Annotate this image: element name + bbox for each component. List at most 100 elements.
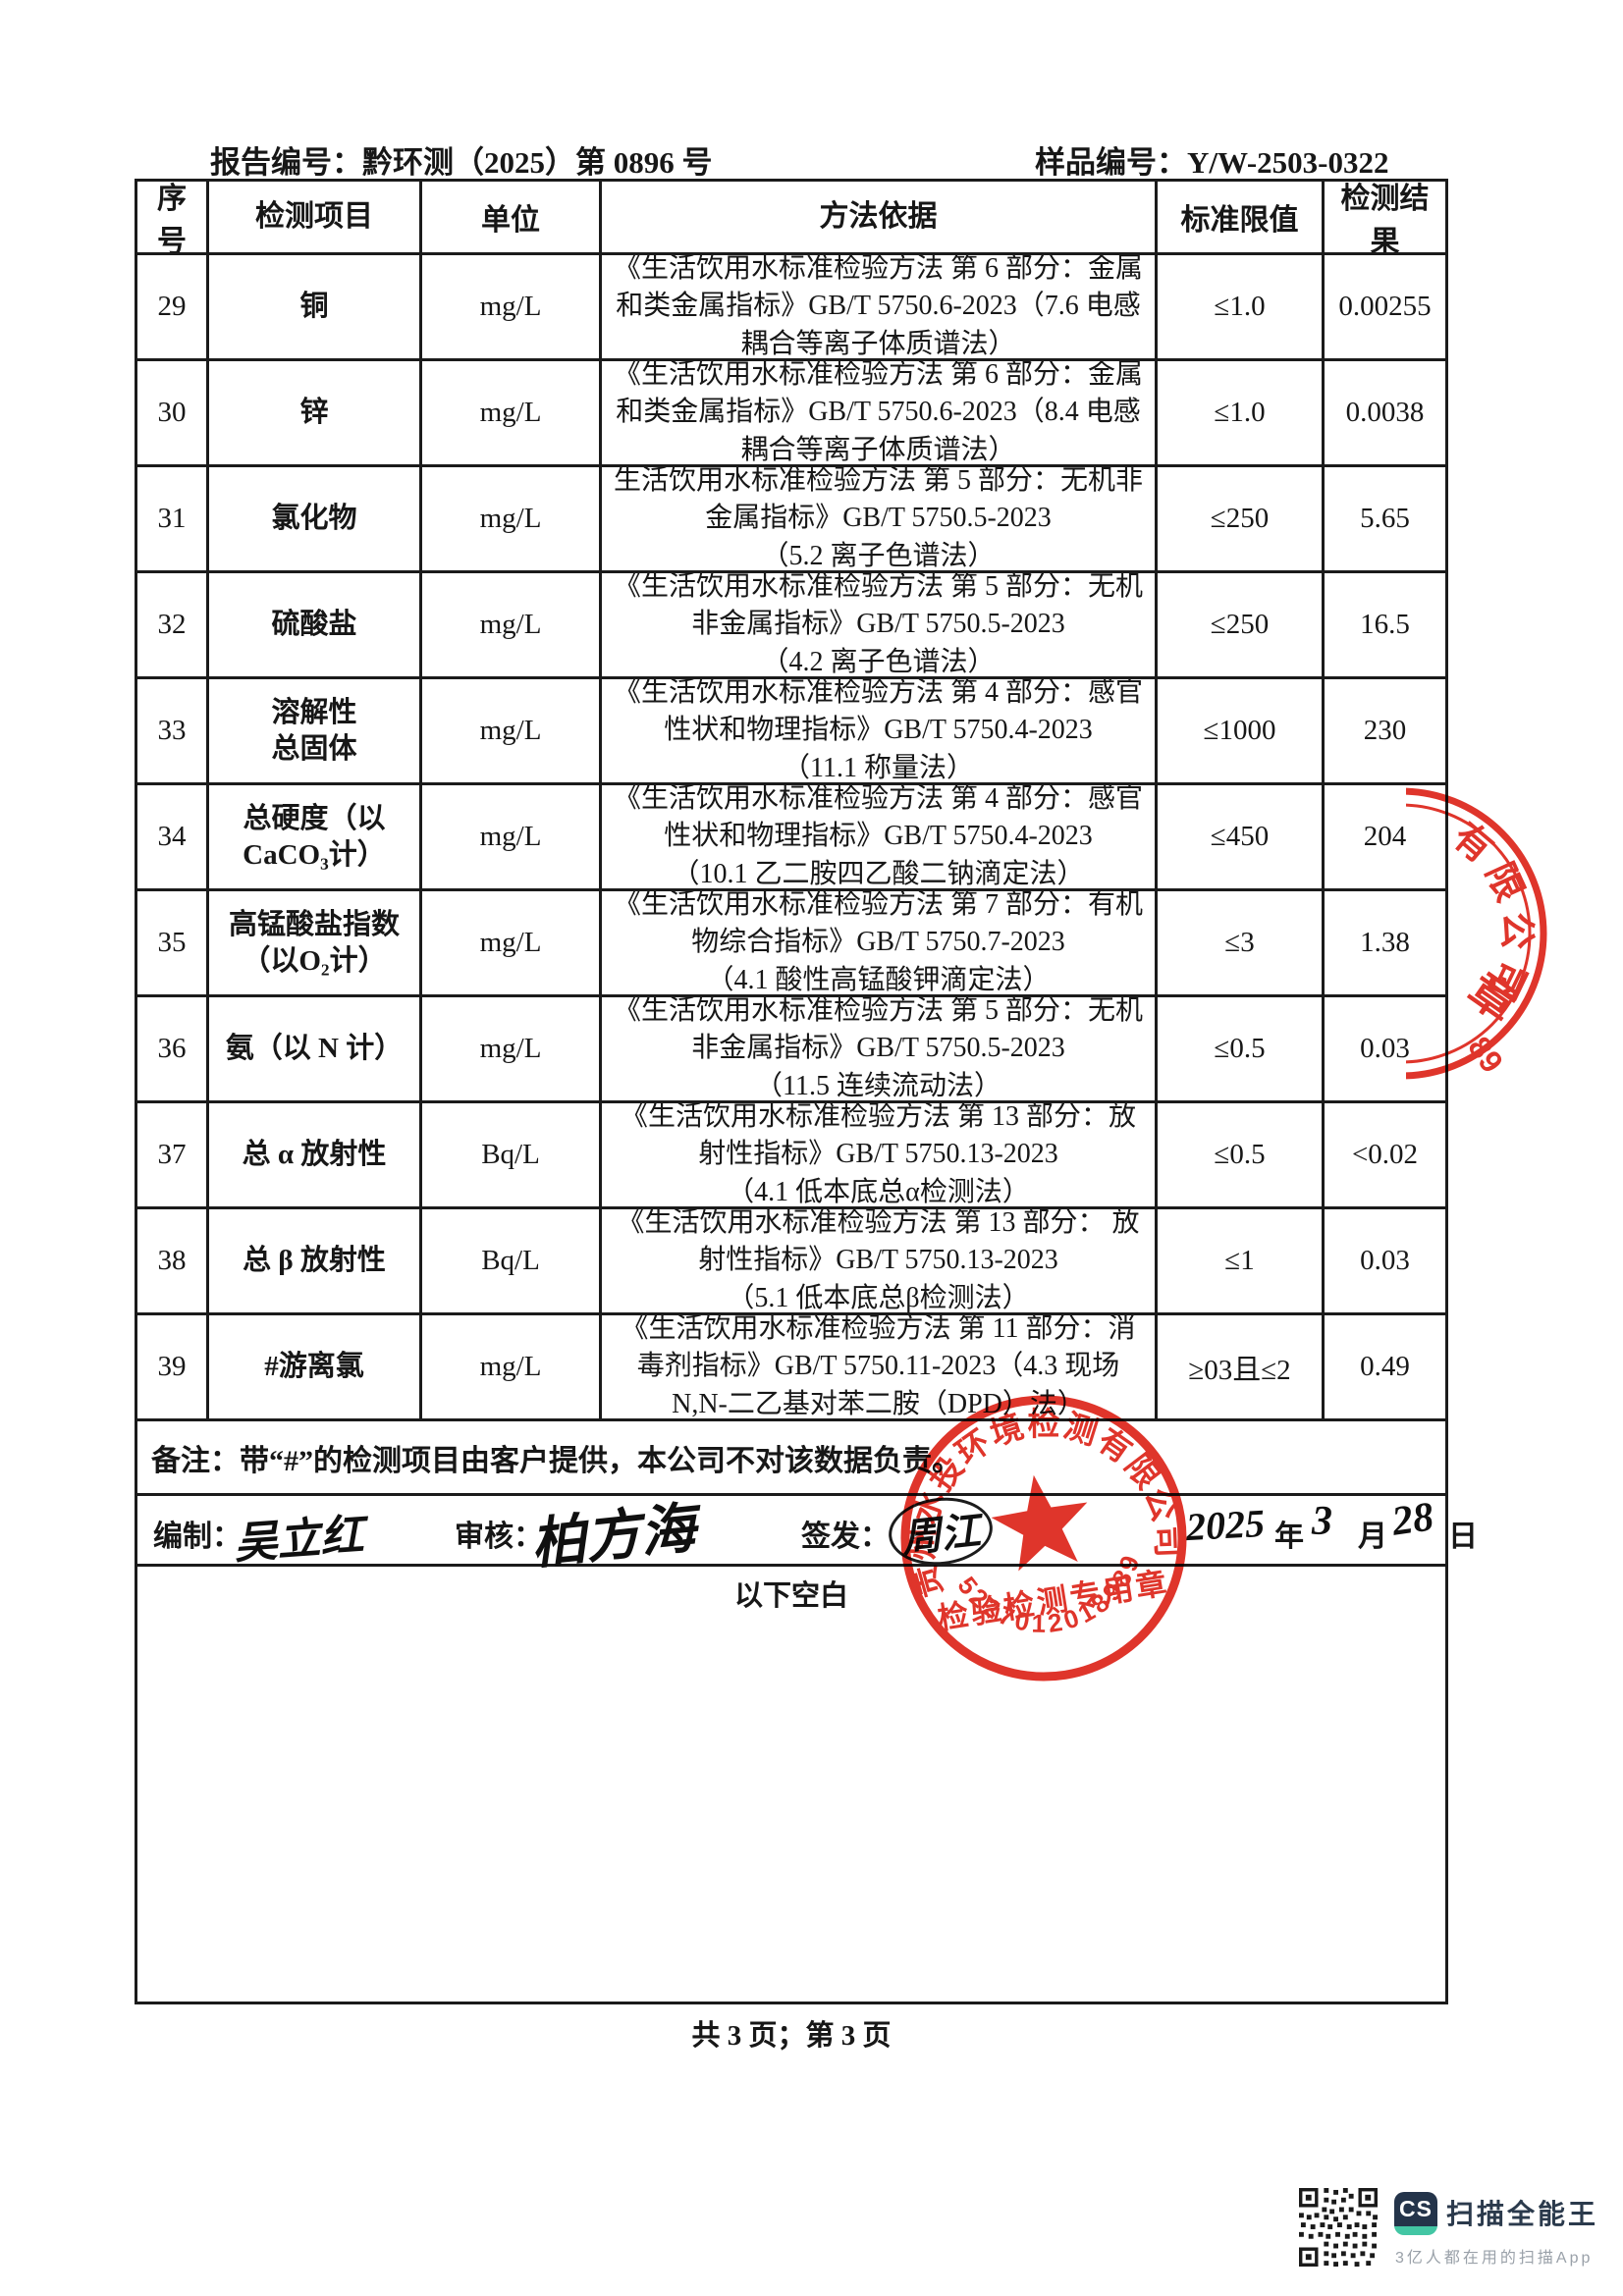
cell-limit: ≤450 bbox=[1158, 785, 1325, 888]
remark-row: 备注：带“#”的检测项目由客户提供，本公司不对该数据负责。 bbox=[137, 1421, 1445, 1496]
cell-no: 35 bbox=[137, 891, 209, 994]
cell-item: 总硬度（以 CaCO₃计） bbox=[209, 785, 422, 888]
cell-no: 36 bbox=[137, 997, 209, 1100]
cell-no: 37 bbox=[137, 1103, 209, 1206]
table-row: 31 氯化物 mg/L 生活饮用水标准检验方法 第 5 部分：无机非金属指标》G… bbox=[137, 467, 1445, 573]
cell-item: 硫酸盐 bbox=[209, 573, 422, 676]
cell-no: 39 bbox=[137, 1315, 209, 1418]
cell-item: 溶解性 总固体 bbox=[209, 679, 422, 782]
cell-unit: mg/L bbox=[422, 891, 602, 994]
cell-limit: ≤1.0 bbox=[1158, 255, 1325, 358]
table-row: 36 氨（以 N 计） mg/L 《生活饮用水标准检验方法 第 5 部分：无机非… bbox=[137, 997, 1445, 1103]
cell-method: 《生活饮用水标准检验方法 第 5 部分：无机非金属指标》GB/T 5750.5-… bbox=[602, 573, 1158, 676]
cell-result: 0.03 bbox=[1360, 1033, 1410, 1064]
date-month-label: 月 bbox=[1358, 1521, 1387, 1553]
cell-result: 0.49 bbox=[1360, 1351, 1410, 1382]
cell-result: 16.5 bbox=[1360, 609, 1410, 640]
cell-item: 氯化物 bbox=[209, 467, 422, 570]
cell-method: 《生活饮用水标准检验方法 第 13 部分： 放射性指标》GB/T 5750.13… bbox=[602, 1209, 1158, 1312]
cell-result: 5.65 bbox=[1360, 503, 1410, 534]
issued-signature: 周江 bbox=[885, 1492, 997, 1571]
cell-item: 总 β 放射性 bbox=[209, 1209, 422, 1312]
cell-method: 《生活饮用水标准检验方法 第 5 部分：无机非金属指标》GB/T 5750.5-… bbox=[602, 997, 1158, 1100]
svg-text:有限公司: 有限公司 bbox=[1445, 816, 1538, 1013]
issued-label: 签发： bbox=[801, 1521, 890, 1553]
partial-stamp-char: 章 bbox=[1459, 964, 1525, 1031]
date-month-hand: 3 bbox=[1312, 1499, 1332, 1544]
col-header-item: 检测项目 bbox=[209, 182, 422, 252]
col-header-limit: 标准限值 bbox=[1158, 182, 1325, 252]
cell-unit: mg/L bbox=[422, 573, 602, 676]
cell-unit: mg/L bbox=[422, 255, 602, 358]
date-day-hand: 28 bbox=[1389, 1494, 1436, 1545]
camscanner-logo-icon: CS bbox=[1394, 2192, 1437, 2235]
blank-area: 以下空白 bbox=[137, 1567, 1445, 2002]
reviewed-signature: 柏方海 bbox=[527, 1498, 699, 1576]
partial-stamp-num: 89 bbox=[1461, 1030, 1510, 1079]
cell-result: 0.03 bbox=[1360, 1245, 1410, 1276]
col-header-unit: 单位 bbox=[422, 182, 602, 252]
table-row: 32 硫酸盐 mg/L 《生活饮用水标准检验方法 第 5 部分：无机非金属指标》… bbox=[137, 573, 1445, 679]
cell-limit: ≤1000 bbox=[1158, 679, 1325, 782]
date-day-label: 日 bbox=[1448, 1521, 1478, 1553]
cell-no: 29 bbox=[137, 255, 209, 358]
cell-limit: ≤0.5 bbox=[1158, 997, 1325, 1100]
table-row: 38 总 β 放射性 Bq/L 《生活饮用水标准检验方法 第 13 部分： 放射… bbox=[137, 1209, 1445, 1315]
table-row: 39 #游离氯 mg/L 《生活饮用水标准检验方法 第 11 部分：消毒剂指标》… bbox=[137, 1315, 1445, 1421]
table-row: 29 铜 mg/L 《生活饮用水标准检验方法 第 6 部分：金属和类金属指标》G… bbox=[137, 255, 1445, 361]
cell-item: 高锰酸盐指数 （以O₂计） bbox=[209, 891, 422, 994]
prepared-signature: 吴立红 bbox=[232, 1511, 365, 1569]
qr-code-icon bbox=[1299, 2188, 1378, 2267]
partial-stamp-arc-text: 有限公司 bbox=[1445, 816, 1530, 1013]
cell-unit: mg/L bbox=[422, 679, 602, 782]
cell-method: 《生活饮用水标准检验方法 第 7 部分：有机物综合指标》GB/T 5750.7-… bbox=[602, 891, 1158, 994]
results-table: 序号 检测项目 单位 方法依据 标准限值 检测结果 29 铜 mg/L 《生活饮… bbox=[135, 179, 1478, 2004]
prepared-label: 编制： bbox=[153, 1521, 242, 1553]
cell-result: 230 bbox=[1363, 715, 1407, 746]
cell-method: 《生活饮用水标准检验方法 第 4 部分：感官性状和物理指标》GB/T 5750.… bbox=[602, 785, 1158, 888]
cell-no: 32 bbox=[137, 573, 209, 676]
cell-method: 《生活饮用水标准检验方法 第 4 部分：感官性状和物理指标》GB/T 5750.… bbox=[602, 679, 1158, 782]
cell-unit: mg/L bbox=[422, 467, 602, 570]
camscanner-logo-text: CS bbox=[1399, 2196, 1433, 2221]
table-row: 30 锌 mg/L 《生活饮用水标准检验方法 第 6 部分：金属和类金属指标》G… bbox=[137, 361, 1445, 467]
cell-unit: mg/L bbox=[422, 785, 602, 888]
blank-note: 以下空白 bbox=[733, 1580, 848, 1612]
table-row: 33 溶解性 总固体 mg/L 《生活饮用水标准检验方法 第 4 部分：感官性状… bbox=[137, 679, 1445, 785]
cell-item: #游离氯 bbox=[209, 1315, 422, 1418]
date-year-hand: 2025 bbox=[1184, 1500, 1267, 1550]
cell-item: 锌 bbox=[209, 361, 422, 464]
cell-unit: mg/L bbox=[422, 997, 602, 1100]
cell-result: <0.02 bbox=[1351, 1139, 1419, 1170]
table-header-row: 序号 检测项目 单位 方法依据 标准限值 检测结果 bbox=[137, 182, 1445, 255]
cell-unit: mg/L bbox=[422, 1315, 602, 1418]
cell-result: 204 bbox=[1363, 821, 1407, 852]
cell-result: 0.00255 bbox=[1338, 291, 1432, 322]
report-number: 报告编号：黔环测（2025）第 0896 号 bbox=[210, 145, 713, 180]
date-year-label: 年 bbox=[1274, 1521, 1304, 1553]
remark-text: 备注：带“#”的检测项目由客户提供，本公司不对该数据负责。 bbox=[151, 1444, 961, 1477]
col-header-result: 检测结果 bbox=[1340, 183, 1430, 252]
cell-limit: ≤250 bbox=[1158, 573, 1325, 676]
cell-no: 34 bbox=[137, 785, 209, 888]
cell-limit: ≤3 bbox=[1158, 891, 1325, 994]
cell-no: 30 bbox=[137, 361, 209, 464]
cell-result: 1.38 bbox=[1360, 927, 1410, 958]
cell-limit: ≤250 bbox=[1158, 467, 1325, 570]
cell-unit: Bq/L bbox=[422, 1209, 602, 1312]
cell-method: 《生活饮用水标准检验方法 第 13 部分：放射性指标》GB/T 5750.13-… bbox=[602, 1103, 1158, 1206]
col-header-no: 序号 bbox=[137, 182, 209, 252]
cell-no: 38 bbox=[137, 1209, 209, 1312]
signature-row: 编制： 吴立红 审核： 柏方海 签发： 周江 2025 年 3 月 28 日 bbox=[137, 1492, 1478, 1576]
cell-result: 0.0038 bbox=[1345, 397, 1425, 428]
table-row: 37 总 α 放射性 Bq/L 《生活饮用水标准检验方法 第 13 部分：放射性… bbox=[137, 1103, 1445, 1209]
cell-no: 31 bbox=[137, 467, 209, 570]
cell-limit: ≤1 bbox=[1158, 1209, 1325, 1312]
cell-method: 《生活饮用水标准检验方法 第 6 部分：金属和类金属指标》GB/T 5750.6… bbox=[602, 255, 1158, 358]
scanner-app-name: 扫描全能王 bbox=[1446, 2199, 1599, 2229]
scanner-branding: CS 扫描全能王 3亿人都在用的扫描App bbox=[1299, 2187, 1596, 2275]
cell-item: 氨（以 N 计） bbox=[209, 997, 422, 1100]
cell-item: 铜 bbox=[209, 255, 422, 358]
report-meta-line: 报告编号：黔环测（2025）第 0896 号 样品编号：Y/W-2503-032… bbox=[0, 137, 1623, 180]
